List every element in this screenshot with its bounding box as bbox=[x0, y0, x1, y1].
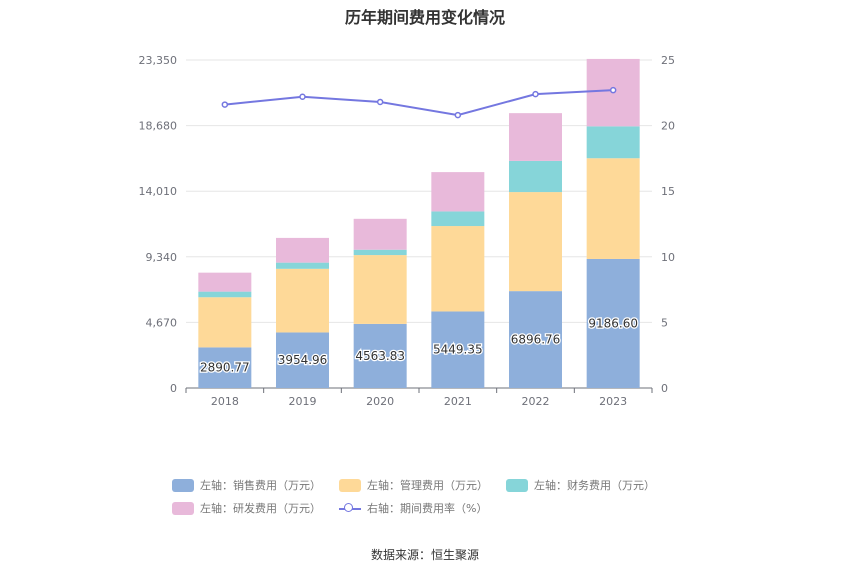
rate-point bbox=[299, 93, 306, 100]
data-source-note: 数据来源：恒生聚源 bbox=[370, 548, 479, 562]
bar-sales-segment bbox=[198, 347, 252, 388]
right-axis-tick-label: 10 bbox=[661, 251, 675, 264]
bar-rnd-segment bbox=[509, 113, 562, 161]
bar-sales-segment bbox=[276, 332, 329, 388]
bar-admin-segment bbox=[276, 268, 329, 333]
left-axis-tick-label: 4,670 bbox=[146, 316, 178, 329]
x-axis-tick-label: 2019 bbox=[289, 395, 317, 408]
bar-finance-segment bbox=[586, 126, 640, 159]
legend-label: 左轴：管理费用（万元） bbox=[367, 479, 488, 492]
bar-data-label: 4563.83 bbox=[355, 349, 405, 363]
bar-finance-segment bbox=[198, 291, 252, 298]
left-axis-tick-label: 23,350 bbox=[139, 54, 178, 67]
right-axis-tick-label: 15 bbox=[661, 185, 675, 198]
legend-label: 左轴：财务费用（万元） bbox=[534, 479, 655, 492]
x-axis-tick-label: 2020 bbox=[366, 395, 394, 408]
chart-title: 历年期间费用变化情况 bbox=[344, 8, 505, 27]
x-axis-tick-label: 2018 bbox=[211, 395, 239, 408]
rate-point bbox=[221, 101, 229, 108]
rate-point bbox=[609, 86, 617, 94]
right-axis-tick-label: 5 bbox=[661, 316, 668, 329]
bar-sales-segment bbox=[431, 311, 485, 388]
legend-item-finance[interactable]: 左轴：财务费用（万元） bbox=[506, 477, 655, 493]
bar-data-label: 6896.76 bbox=[511, 333, 561, 347]
bar-rnd-segment bbox=[431, 172, 485, 212]
bar-admin-segment bbox=[198, 297, 252, 348]
bar-rnd-segment bbox=[276, 237, 329, 263]
bar-admin-segment bbox=[586, 158, 640, 259]
left-axis-tick-label: 18,680 bbox=[139, 120, 178, 133]
left-axis-tick-label: 14,010 bbox=[139, 185, 178, 198]
bar-admin-segment bbox=[353, 255, 407, 324]
legend-item-sales[interactable]: 左轴：销售费用（万元） bbox=[172, 477, 321, 493]
bar-finance-segment bbox=[431, 211, 485, 227]
legend-swatch bbox=[172, 501, 194, 515]
bar-rnd-segment bbox=[353, 218, 407, 250]
bar-finance-segment bbox=[353, 249, 407, 256]
left-axis-tick-label: 0 bbox=[170, 382, 177, 395]
legend-line-swatch bbox=[339, 502, 361, 515]
rate-line bbox=[224, 89, 614, 117]
legend-item-rnd[interactable]: 左轴：研发费用（万元） bbox=[172, 500, 321, 516]
bar-sales-segment bbox=[586, 258, 640, 388]
right-axis-tick-label: 0 bbox=[661, 382, 668, 395]
bar-sales-segment bbox=[509, 291, 562, 388]
legend-label: 右轴：期间费用率（%） bbox=[367, 502, 488, 515]
right-axis-tick-label: 20 bbox=[661, 120, 675, 133]
rate-point bbox=[454, 111, 462, 119]
x-axis-tick-label: 2021 bbox=[444, 395, 472, 408]
legend-label: 左轴：销售费用（万元） bbox=[200, 479, 321, 492]
bar-sales-segment bbox=[353, 323, 407, 388]
bar-admin-segment bbox=[509, 192, 562, 292]
rate-point bbox=[376, 98, 384, 106]
x-axis-tick-label: 2023 bbox=[599, 395, 627, 408]
bar-finance-segment bbox=[509, 160, 562, 193]
bar-admin-segment bbox=[431, 226, 485, 312]
x-axis-tick-label: 2022 bbox=[522, 395, 550, 408]
right-axis-tick-label: 25 bbox=[661, 54, 675, 67]
legend-swatch bbox=[506, 478, 528, 492]
legend-swatch bbox=[339, 478, 361, 492]
chart-legend: 左轴：销售费用（万元） 左轴：管理费用（万元） 左轴：财务费用（万元） 左轴：研发费… bbox=[172, 474, 732, 520]
legend-row: 左轴：销售费用（万元） 左轴：管理费用（万元） 左轴：财务费用（万元） bbox=[172, 474, 732, 496]
bar-data-label: 3954.96 bbox=[278, 353, 328, 367]
legend-label: 左轴：研发费用（万元） bbox=[200, 502, 321, 515]
legend-row: 左轴：研发费用（万元） 右轴：期间费用率（%） bbox=[172, 497, 732, 519]
bar-data-label: 9186.60 bbox=[588, 316, 638, 330]
bar-rnd-segment bbox=[198, 272, 252, 292]
legend-swatch bbox=[172, 478, 194, 492]
bar-finance-segment bbox=[276, 262, 329, 269]
bar-data-label: 2890.77 bbox=[200, 361, 250, 375]
legend-item-rate[interactable]: 右轴：期间费用率（%） bbox=[339, 500, 487, 516]
legend-item-admin[interactable]: 左轴：管理费用（万元） bbox=[339, 477, 488, 493]
left-axis-tick-label: 9,340 bbox=[146, 251, 178, 264]
rate-point bbox=[532, 90, 539, 98]
bar-data-label: 5449.35 bbox=[433, 343, 483, 357]
